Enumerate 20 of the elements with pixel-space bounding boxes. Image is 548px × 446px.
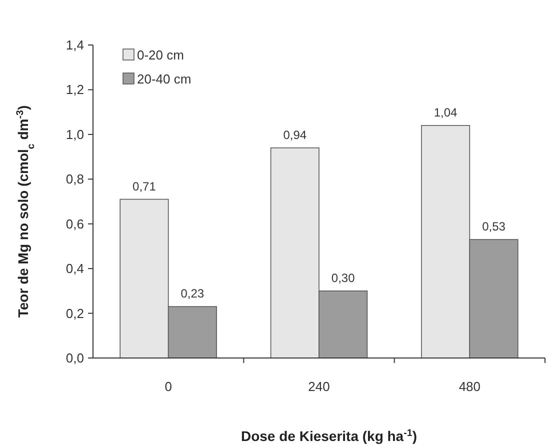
legend-label: 20-40 cm (137, 72, 192, 86)
data-label: 0,30 (331, 270, 356, 285)
y-tick-label: 0,8 (66, 172, 84, 187)
x-tick-label: 0 (164, 379, 172, 394)
x-tick-label: 240 (308, 379, 330, 394)
x-tick-label: 480 (458, 379, 481, 394)
data-label: 0,53 (482, 220, 506, 234)
data-label: 0,94 (283, 128, 307, 142)
data-label: 1,04 (434, 105, 458, 120)
legend-label: 0-20 cm (137, 48, 184, 62)
y-tick-label: 0,2 (66, 306, 84, 321)
data-label: 0,23 (180, 286, 204, 301)
y-tick-label: 0,6 (66, 216, 84, 232)
y-tick-label: 1,0 (66, 126, 84, 142)
y-tick-label: 1,2 (66, 82, 84, 98)
y-tick-label: 0,4 (66, 261, 84, 276)
data-label: 0,71 (132, 179, 156, 194)
y-tick-label: 0,0 (66, 350, 84, 366)
y-tick-label: 1,4 (66, 38, 84, 52)
x-axis-title: Dose de Kieserita (kg ha$^{-1}$) (240, 428, 418, 444)
